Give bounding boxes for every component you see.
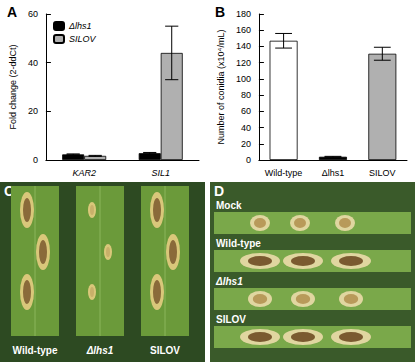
svg-text:100: 100 <box>236 74 251 84</box>
svg-text:60: 60 <box>241 106 251 116</box>
svg-text:Δlhs1: Δlhs1 <box>68 21 92 31</box>
svg-text:140: 140 <box>236 41 251 51</box>
svg-text:D: D <box>214 183 224 199</box>
svg-text:SIL1: SIL1 <box>151 168 170 178</box>
svg-text:SILOV: SILOV <box>369 168 396 178</box>
svg-text:SILOV: SILOV <box>216 314 246 325</box>
svg-text:60: 60 <box>28 9 38 19</box>
svg-text:160: 160 <box>236 25 251 35</box>
svg-text:SILOV: SILOV <box>150 345 180 356</box>
svg-text:Fold change (2-ddCt): Fold change (2-ddCt) <box>8 44 18 129</box>
svg-text:Δlhs1: Δlhs1 <box>322 168 345 178</box>
svg-text:120: 120 <box>236 58 251 68</box>
svg-text:40: 40 <box>241 123 251 133</box>
svg-text:Wild-type: Wild-type <box>265 168 303 178</box>
svg-text:Mock: Mock <box>216 200 242 211</box>
svg-text:KAR2: KAR2 <box>72 168 96 178</box>
svg-text:Δlhs1: Δlhs1 <box>215 276 243 287</box>
svg-text:0: 0 <box>33 155 38 165</box>
svg-text:A: A <box>7 4 17 20</box>
svg-text:0: 0 <box>246 155 251 165</box>
svg-text:Δlhs1: Δlhs1 <box>86 345 114 356</box>
svg-text:C: C <box>4 183 15 199</box>
svg-text:40: 40 <box>28 58 38 68</box>
svg-text:B: B <box>215 4 225 20</box>
svg-text:Wild-type: Wild-type <box>216 238 261 249</box>
svg-text:SILOV: SILOV <box>69 34 97 44</box>
svg-text:180: 180 <box>236 9 251 19</box>
svg-text:Wild-type: Wild-type <box>13 345 58 356</box>
svg-text:20: 20 <box>241 139 251 149</box>
svg-text:Number of conidia (x10⁴/mL): Number of conidia (x10⁴/mL) <box>216 30 226 145</box>
svg-text:20: 20 <box>28 106 38 116</box>
svg-text:80: 80 <box>241 90 251 100</box>
